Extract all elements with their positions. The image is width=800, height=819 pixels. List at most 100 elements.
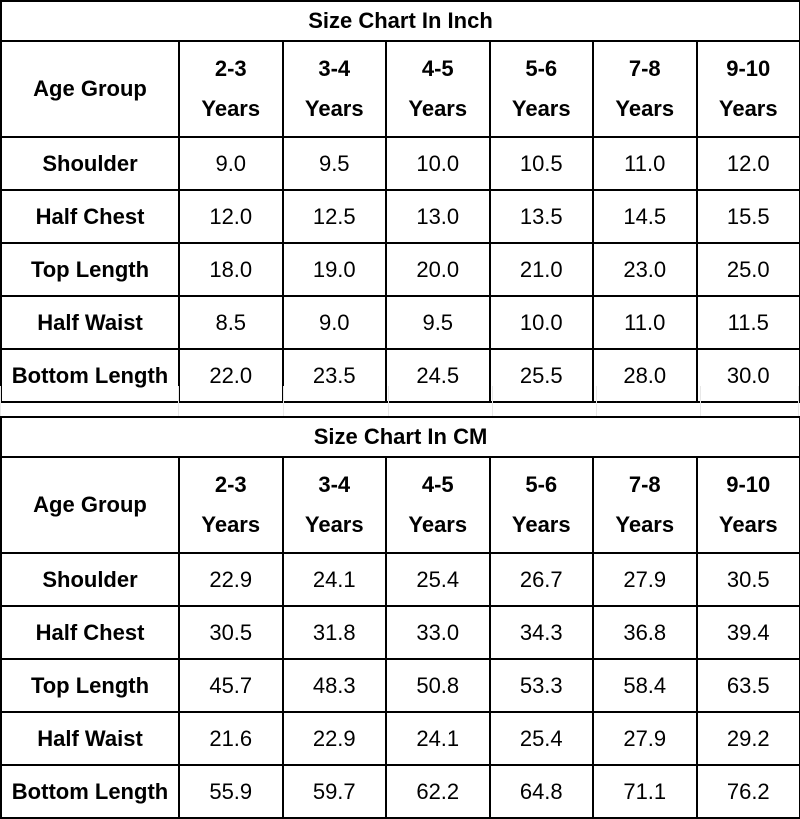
table-cell: 9.5 — [283, 137, 387, 190]
row-label: Top Length — [1, 243, 179, 296]
table-cell: 11.0 — [593, 137, 697, 190]
column-header-unit: Years — [284, 89, 386, 129]
column-header-range: 4-5 — [387, 465, 489, 505]
table-cell: 39.4 — [697, 606, 800, 659]
column-header-range: 9-10 — [698, 49, 800, 89]
table-cell: 34.3 — [490, 606, 594, 659]
column-header-range: 4-5 — [387, 49, 489, 89]
row-label: Shoulder — [1, 553, 179, 606]
table-cell: 11.0 — [593, 296, 697, 349]
gap-gridline — [178, 386, 179, 416]
table-cell: 13.0 — [386, 190, 490, 243]
table-cell: 27.9 — [593, 712, 697, 765]
column-header-range: 5-6 — [491, 465, 593, 505]
table-cell: 25.4 — [386, 553, 490, 606]
table-cell: 9.0 — [179, 137, 283, 190]
table-cell: 76.2 — [697, 765, 800, 818]
column-header-range: 9-10 — [698, 465, 800, 505]
table-cell: 24.1 — [386, 712, 490, 765]
row-label: Half Chest — [1, 606, 179, 659]
table-cell: 48.3 — [283, 659, 387, 712]
column-header-range: 2-3 — [180, 465, 282, 505]
table-cell: 30.5 — [179, 606, 283, 659]
row-label: Half Waist — [1, 712, 179, 765]
gap-gridline — [388, 386, 389, 416]
table-title: Size Chart In CM — [1, 417, 800, 457]
column-header-unit: Years — [491, 89, 593, 129]
column-header-range: 2-3 — [180, 49, 282, 89]
table-cell: 36.8 — [593, 606, 697, 659]
column-header-range: 7-8 — [594, 465, 696, 505]
table-cell: 9.5 — [386, 296, 490, 349]
table-cell: 20.0 — [386, 243, 490, 296]
table-cell: 30.5 — [697, 553, 800, 606]
table-cell: 64.8 — [490, 765, 594, 818]
table-cell: 10.0 — [490, 296, 594, 349]
gap-gridline — [0, 386, 1, 416]
table-cell: 21.6 — [179, 712, 283, 765]
column-header-unit: Years — [284, 505, 386, 545]
column-header-range: 3-4 — [284, 49, 386, 89]
row-label: Shoulder — [1, 137, 179, 190]
row-label: Bottom Length — [1, 765, 179, 818]
table-cell: 33.0 — [386, 606, 490, 659]
table-cell: 55.9 — [179, 765, 283, 818]
row-label: Half Waist — [1, 296, 179, 349]
table-cell: 12.0 — [697, 137, 800, 190]
column-header-unit: Years — [180, 505, 282, 545]
column-header-unit: Years — [698, 89, 800, 129]
table-cell: 10.5 — [490, 137, 594, 190]
table-cell: 59.7 — [283, 765, 387, 818]
column-header-unit: Years — [491, 505, 593, 545]
table-gap — [0, 386, 800, 416]
table-cell: 22.9 — [283, 712, 387, 765]
table-cell: 25.0 — [697, 243, 800, 296]
column-header-unit: Years — [387, 505, 489, 545]
gap-gridline — [283, 386, 284, 416]
column-header-range: 3-4 — [284, 465, 386, 505]
table-cell: 22.9 — [179, 553, 283, 606]
header-label: Age Group — [1, 457, 179, 553]
table-cell: 50.8 — [386, 659, 490, 712]
table-cell: 45.7 — [179, 659, 283, 712]
column-header-range: 5-6 — [491, 49, 593, 89]
table-cell: 26.7 — [490, 553, 594, 606]
table-cell: 24.1 — [283, 553, 387, 606]
row-label: Top Length — [1, 659, 179, 712]
row-label: Half Chest — [1, 190, 179, 243]
table-cell: 53.3 — [490, 659, 594, 712]
table-cell: 15.5 — [697, 190, 800, 243]
gap-gridline — [798, 386, 799, 416]
table-cell: 11.5 — [697, 296, 800, 349]
table-cell: 13.5 — [490, 190, 594, 243]
column-header-unit: Years — [594, 89, 696, 129]
table-cell: 10.0 — [386, 137, 490, 190]
gap-gridline — [492, 386, 493, 416]
table-cell: 19.0 — [283, 243, 387, 296]
column-header-unit: Years — [594, 505, 696, 545]
gap-gridline — [596, 386, 597, 416]
table-title: Size Chart In Inch — [1, 1, 800, 41]
table-cell: 63.5 — [697, 659, 800, 712]
